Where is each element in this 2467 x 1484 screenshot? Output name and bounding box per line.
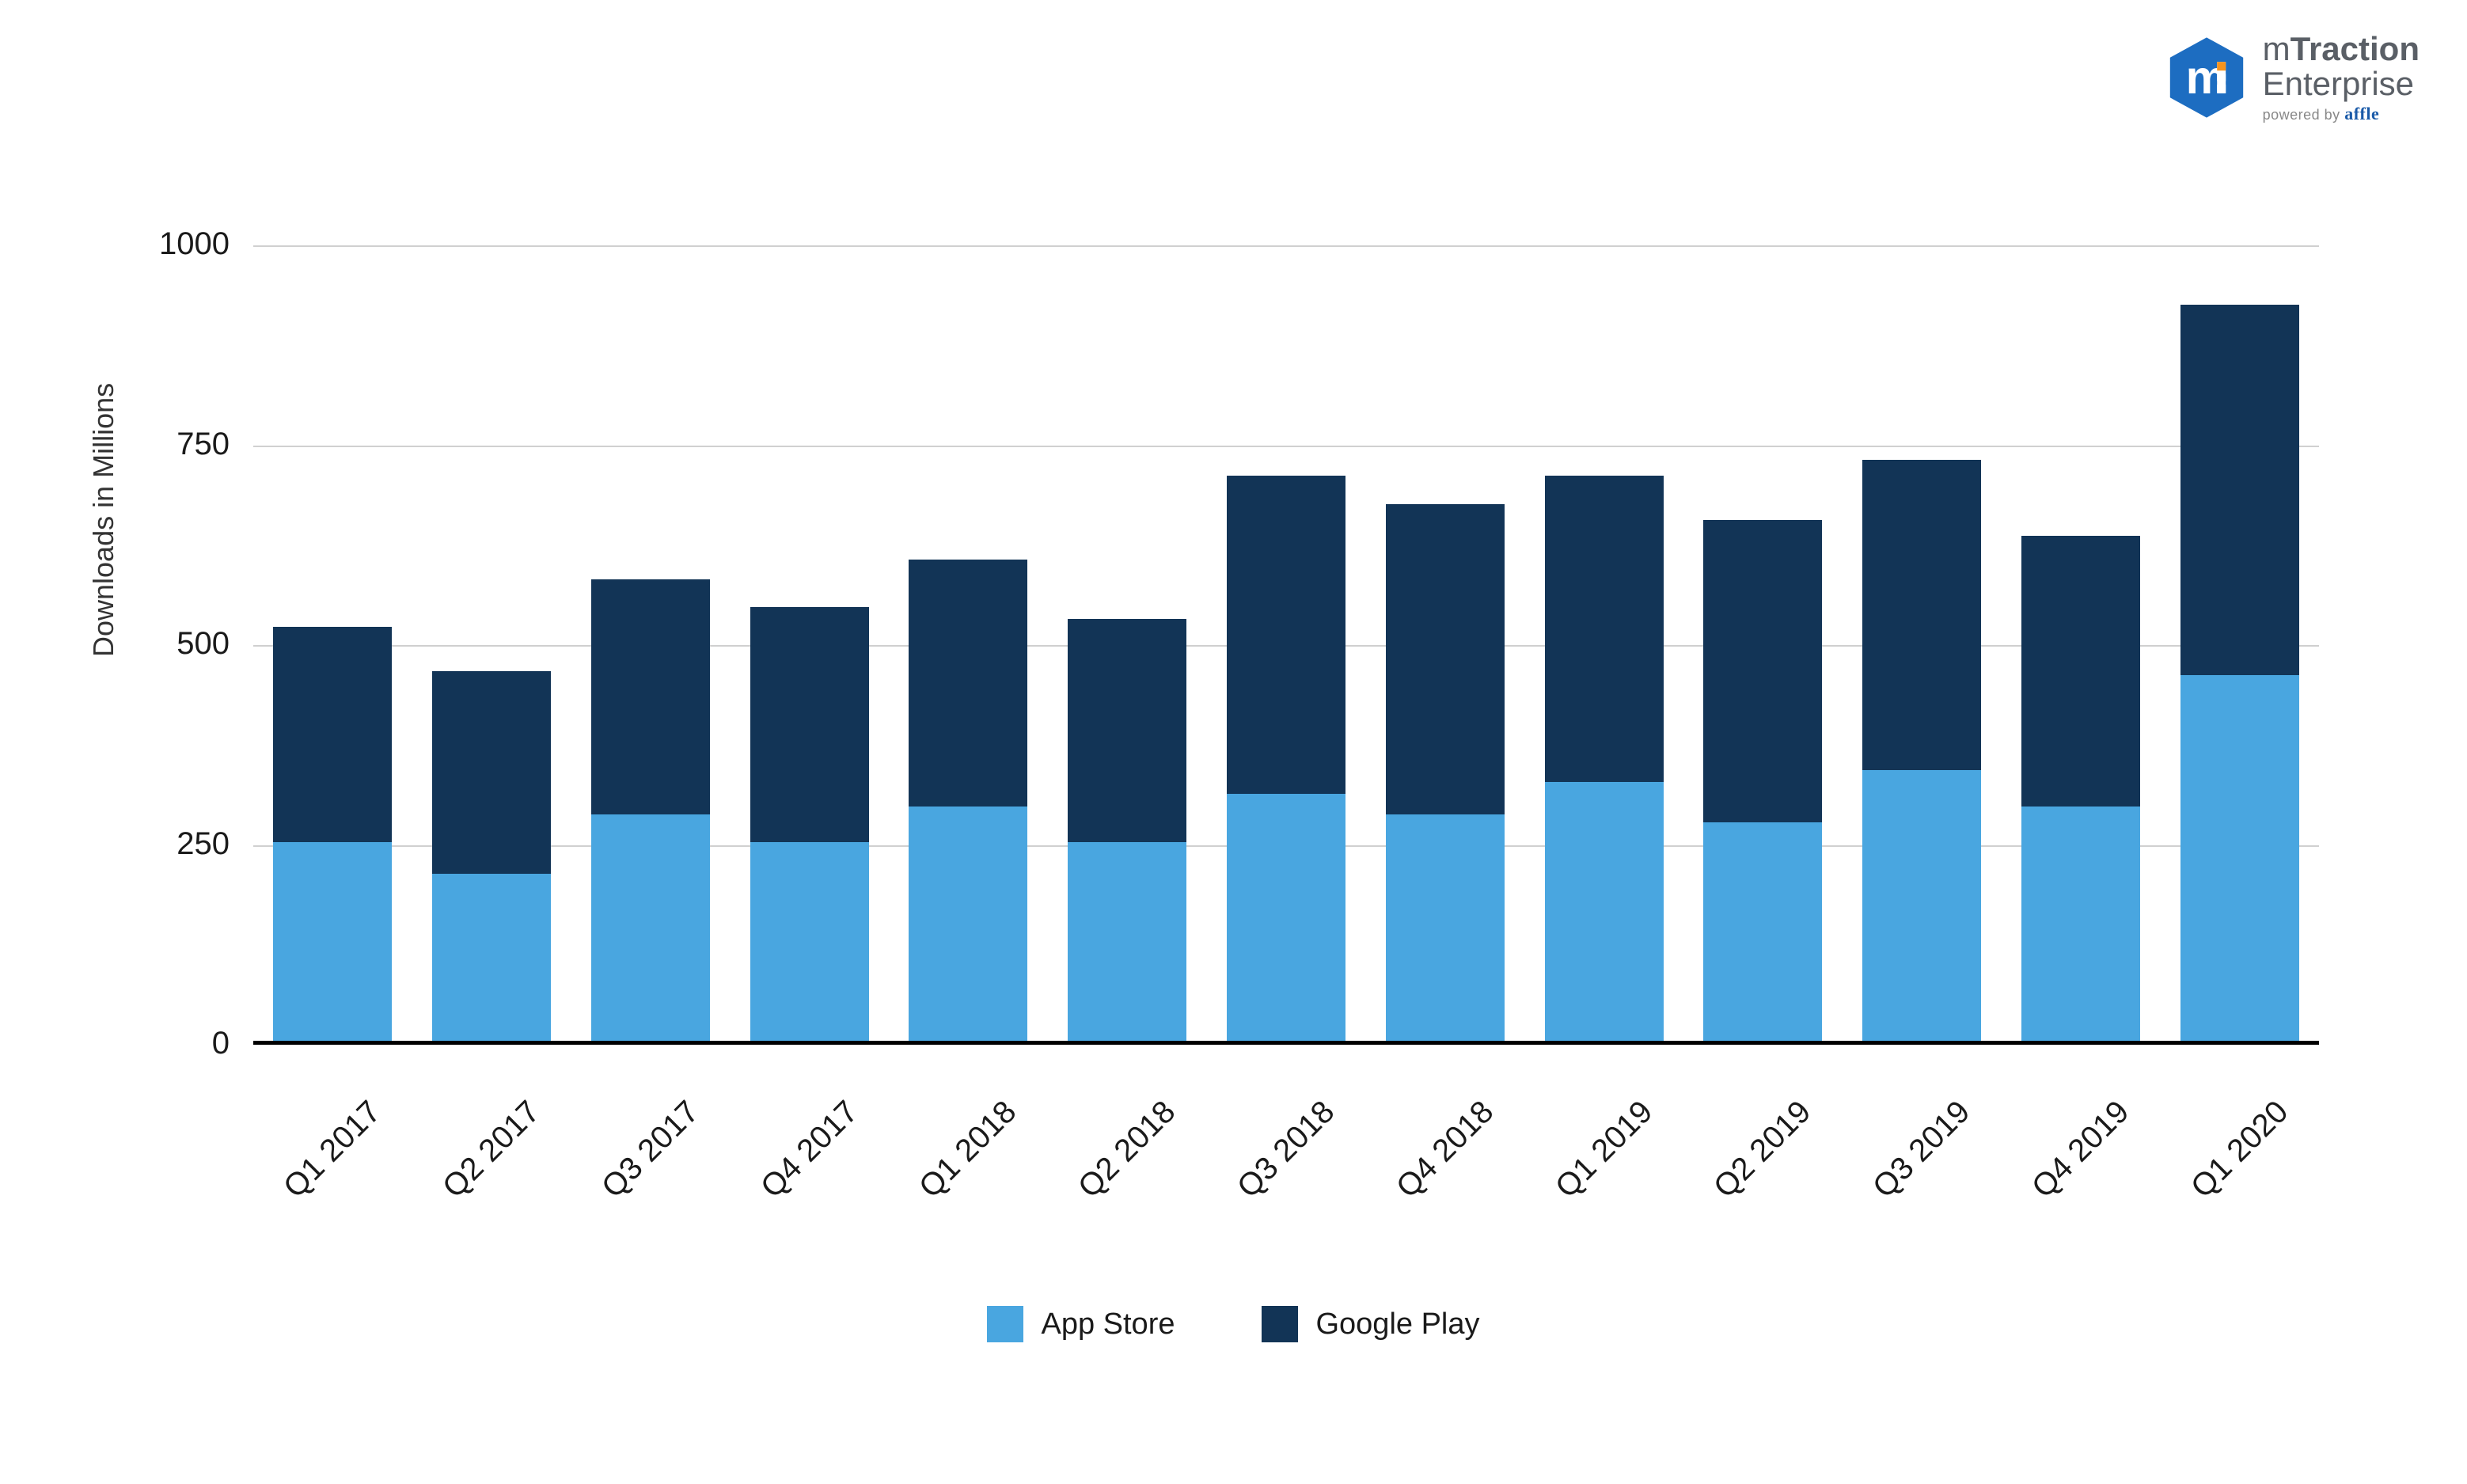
bar-segment bbox=[909, 560, 1027, 807]
x-tick-label: Q2 2017 bbox=[432, 1061, 551, 1235]
logo-subtext: powered by affle bbox=[2263, 104, 2420, 123]
x-tick-label: Q3 2019 bbox=[1862, 1061, 1981, 1235]
logo-line1-prefix: m bbox=[2263, 30, 2291, 67]
legend: App Store Google Play bbox=[0, 1306, 2467, 1342]
x-tick-label: Q2 2018 bbox=[1068, 1061, 1186, 1235]
bar-group bbox=[1386, 504, 1505, 1041]
y-axis-label: Downloads in Millions bbox=[87, 383, 120, 657]
logo-hexagon-icon: m bbox=[2163, 34, 2250, 121]
legend-label: App Store bbox=[1041, 1308, 1175, 1342]
y-tick-label: 250 bbox=[142, 826, 230, 862]
x-tick-label: Q4 2017 bbox=[750, 1061, 869, 1235]
bar-segment bbox=[1545, 782, 1664, 1041]
bar-segment bbox=[2021, 807, 2140, 1041]
bar-segment bbox=[2180, 675, 2299, 1041]
bar-segment bbox=[909, 807, 1027, 1041]
bar-group bbox=[1545, 476, 1664, 1041]
bar-segment bbox=[1703, 520, 1822, 822]
bar-group bbox=[1862, 460, 1981, 1041]
bar-segment bbox=[750, 842, 869, 1041]
y-tick-label: 750 bbox=[142, 427, 230, 462]
x-tick-label: Q4 2019 bbox=[2021, 1061, 2140, 1235]
brand-logo: m mTraction Enterprise powered by affle bbox=[2163, 32, 2420, 123]
bar-group bbox=[591, 579, 710, 1041]
y-tick-label: 1000 bbox=[142, 226, 230, 262]
logo-text: mTraction Enterprise powered by affle bbox=[2263, 32, 2420, 123]
bar-group bbox=[1703, 520, 1822, 1041]
bars-container bbox=[253, 245, 2319, 1041]
x-tick-label: Q3 2017 bbox=[591, 1061, 710, 1235]
bar-segment bbox=[1386, 814, 1505, 1041]
bar-segment bbox=[1068, 842, 1186, 1041]
legend-item: Google Play bbox=[1262, 1306, 1479, 1342]
bar-segment bbox=[591, 579, 710, 814]
legend-swatch-icon bbox=[987, 1306, 1023, 1342]
plot-area bbox=[253, 245, 2319, 1045]
x-tick-label: Q2 2019 bbox=[1703, 1061, 1822, 1235]
bar-group bbox=[1227, 476, 1345, 1041]
bar-segment bbox=[1227, 476, 1345, 794]
x-tick-label: Q4 2018 bbox=[1386, 1061, 1505, 1235]
legend-item: App Store bbox=[987, 1306, 1175, 1342]
bar-segment bbox=[1862, 770, 1981, 1041]
x-tick-label: Q1 2020 bbox=[2180, 1061, 2299, 1235]
page-root: m mTraction Enterprise powered by affle … bbox=[0, 0, 2467, 1484]
x-tick-label: Q1 2018 bbox=[909, 1061, 1027, 1235]
x-tick-label: Q3 2018 bbox=[1227, 1061, 1345, 1235]
bar-group bbox=[909, 560, 1027, 1041]
bar-segment bbox=[1227, 794, 1345, 1041]
y-tick-label: 500 bbox=[142, 626, 230, 662]
bar-segment bbox=[591, 814, 710, 1041]
x-axis-line bbox=[253, 1041, 2319, 1045]
bar-segment bbox=[273, 842, 392, 1041]
bar-segment bbox=[1703, 822, 1822, 1041]
bar-segment bbox=[1386, 504, 1505, 814]
logo-line1-bold: Traction bbox=[2291, 30, 2420, 67]
x-tick-label: Q1 2019 bbox=[1545, 1061, 1664, 1235]
bar-segment bbox=[273, 627, 392, 841]
bar-segment bbox=[2021, 536, 2140, 807]
bar-segment bbox=[1545, 476, 1664, 782]
bar-segment bbox=[1862, 460, 1981, 770]
bar-segment bbox=[1068, 619, 1186, 841]
y-tick-label: 0 bbox=[142, 1026, 230, 1061]
logo-sub-prefix: powered by bbox=[2263, 107, 2345, 123]
x-tick-label: Q1 2017 bbox=[273, 1061, 392, 1235]
bar-group bbox=[273, 627, 392, 1041]
bar-segment bbox=[432, 874, 551, 1041]
bar-segment bbox=[432, 671, 551, 874]
logo-line1: mTraction bbox=[2263, 32, 2420, 66]
x-axis-labels: Q1 2017 Q2 2017 Q3 2017 Q4 2017 Q1 2018 Q2 20… bbox=[253, 1061, 2319, 1235]
logo-line2: Enterprise bbox=[2263, 66, 2420, 101]
bar-group bbox=[432, 671, 551, 1041]
bar-group bbox=[750, 607, 869, 1041]
logo-sub-brand: affle bbox=[2344, 104, 2379, 123]
legend-swatch-icon bbox=[1262, 1306, 1298, 1342]
bar-group bbox=[1068, 619, 1186, 1041]
bar-group bbox=[2021, 536, 2140, 1041]
bar-group bbox=[2180, 305, 2299, 1041]
bar-segment bbox=[750, 607, 869, 841]
bar-segment bbox=[2180, 305, 2299, 674]
legend-label: Google Play bbox=[1315, 1308, 1479, 1342]
